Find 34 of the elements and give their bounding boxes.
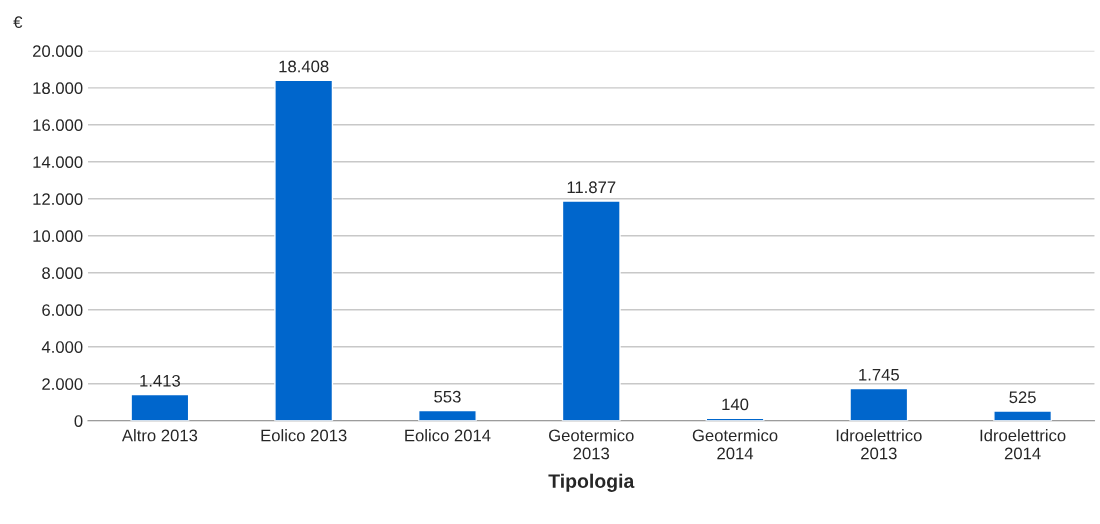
data-label: 553 [434, 390, 461, 403]
bar [274, 79, 334, 421]
data-label: 18.408 [279, 60, 329, 73]
y-tick-label: 10.000 [33, 230, 83, 242]
y-tick-label: 4.000 [41, 341, 83, 353]
x-tick-label: Geotermico 2014 [692, 429, 778, 460]
data-label: 525 [1009, 391, 1036, 404]
y-tick-label: 6.000 [42, 304, 83, 316]
bar [561, 200, 621, 421]
y-tick-label: 14.000 [33, 156, 83, 169]
y-tick-label: 0 [74, 415, 83, 427]
x-tick-label: Eolico 2013 [261, 429, 347, 442]
bar [418, 409, 477, 421]
y-tick-label: 12.000 [33, 193, 83, 206]
data-label: 140 [722, 398, 749, 411]
y-tick-label: 2.000 [42, 378, 83, 390]
x-tick-label: Idroelettrico 2013 [836, 429, 922, 460]
y-tick-label: 18.000 [33, 82, 83, 95]
y-tick-label: 20.000 [33, 45, 83, 58]
data-label: 1.413 [140, 374, 181, 387]
x-tick-label: Altro 2013 [121, 429, 198, 442]
x-axis-title: Tipologia [548, 473, 635, 492]
x-tick-label: Idroelettrico 2014 [980, 429, 1066, 460]
x-tick-label: Geotermico 2013 [549, 429, 634, 460]
bar [849, 387, 909, 421]
data-label: 11.877 [567, 181, 616, 194]
bar [130, 393, 190, 421]
y-tick-label: 8.000 [42, 267, 83, 279]
x-tick-label: Eolico 2014 [405, 429, 491, 442]
y-tick-label: 16.000 [33, 119, 83, 132]
bar [705, 417, 765, 421]
y-axis-title: € [13, 16, 23, 29]
data-label: 1.745 [859, 368, 899, 381]
bar [993, 410, 1053, 421]
